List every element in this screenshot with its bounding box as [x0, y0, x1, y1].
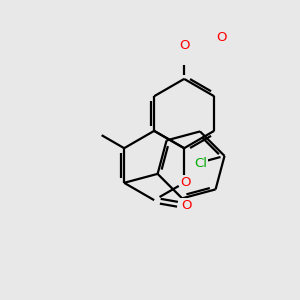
Text: O: O	[179, 39, 189, 52]
Text: O: O	[181, 176, 191, 189]
Text: Cl: Cl	[194, 157, 207, 170]
Text: O: O	[181, 199, 192, 212]
Text: O: O	[217, 31, 227, 44]
